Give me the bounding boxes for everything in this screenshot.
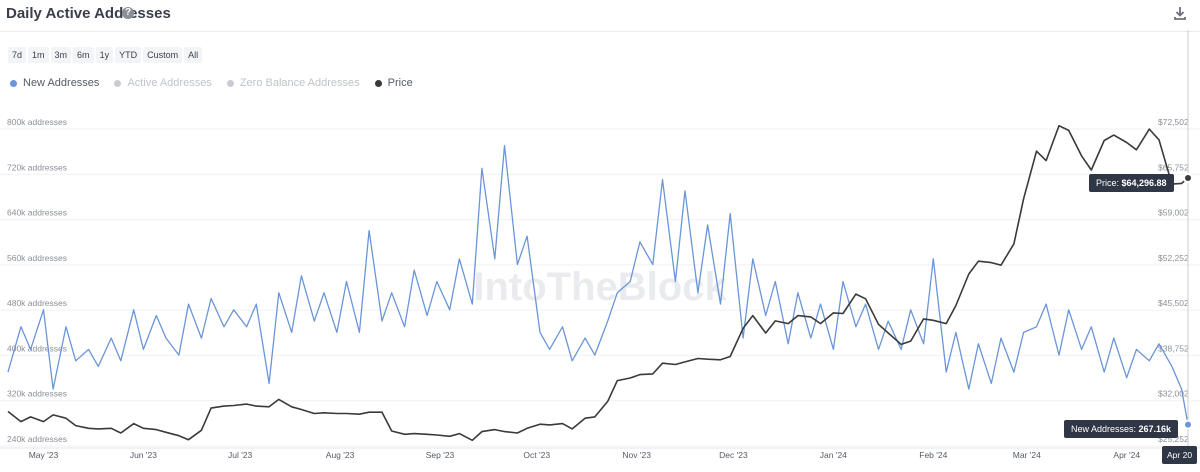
chart-legend: New Addresses Active Addresses Zero Bala…: [10, 77, 413, 89]
new-addresses-tooltip-value: 267.16k: [1138, 424, 1172, 434]
range-1m-button[interactable]: 1m: [28, 47, 49, 63]
range-custom-button[interactable]: Custom: [143, 47, 183, 63]
left-tick-label: 320k addresses: [7, 389, 67, 399]
time-range-selector: 7d 1m 3m 6m 1y YTD Custom All: [8, 47, 203, 63]
x-tick-label: Oct '23: [523, 450, 550, 460]
left-tick-label: 720k addresses: [7, 162, 67, 172]
chart-series: [7, 124, 1189, 442]
left-tick-label: 640k addresses: [7, 208, 67, 218]
right-tick-label: $25,252: [1158, 434, 1189, 444]
legend-label: Active Addresses: [127, 77, 212, 89]
price-tooltip: Price: $64,296.88: [1089, 174, 1174, 192]
right-tick-label: $59,002: [1158, 208, 1189, 218]
legend-dot-new-addresses: [10, 79, 17, 87]
right-axis: $72,502 $65,752 $59,002 $52,252 $45,502 $38,7…: [1158, 117, 1189, 444]
x-tick-label: Sep '23: [426, 450, 455, 460]
x-tick-label: Dec '23: [719, 450, 748, 460]
new-addresses-tooltip: New Addresses: 267.16k: [1064, 420, 1179, 438]
header-divider: [0, 31, 1200, 32]
x-tick-label: Nov '23: [622, 450, 651, 460]
x-tick-label: Feb '24: [919, 450, 947, 460]
help-icon[interactable]: ?: [122, 7, 134, 19]
x-tick-label: Aug '23: [326, 450, 355, 460]
range-6m-button[interactable]: 6m: [73, 47, 94, 63]
right-tick-label: $45,502: [1158, 298, 1189, 308]
price-line: [7, 124, 1189, 442]
right-tick-label: $52,252: [1158, 253, 1189, 263]
left-tick-label: 240k addresses: [7, 434, 67, 444]
right-tick-label: $65,752: [1158, 162, 1189, 172]
download-icon[interactable]: [1172, 5, 1188, 21]
left-tick-label: 560k addresses: [7, 253, 67, 263]
x-tick-label: Jun '23: [130, 450, 157, 460]
watermark: IntoTheBlock: [473, 265, 727, 309]
legend-label: New Addresses: [23, 77, 100, 89]
left-axis: 800k addresses 720k addresses 640k address…: [7, 117, 67, 444]
new-addresses-tooltip-label: New Addresses:: [1071, 424, 1139, 434]
legend-label: Price: [387, 77, 413, 89]
x-tick-label: Jul '23: [228, 450, 253, 460]
legend-dot-active-addresses: [114, 79, 122, 87]
right-tick-label: $72,502: [1158, 117, 1189, 127]
chart-markers: [1183, 30, 1193, 450]
legend-item-active-addresses[interactable]: Active Addresses: [114, 77, 212, 89]
left-tick-label: 480k addresses: [7, 298, 67, 308]
x-tick-label: Jan '24: [820, 450, 847, 460]
range-1y-button[interactable]: 1y: [95, 47, 114, 63]
range-3m-button[interactable]: 3m: [50, 47, 72, 63]
x-axis: May '23 Jun '23 Jul '23 Aug '23 Sep '23 Oct '…: [29, 450, 1141, 460]
price-tooltip-label: Price:: [1096, 178, 1122, 188]
price-tooltip-value: $64,296.88: [1121, 178, 1167, 188]
range-all-button[interactable]: All: [184, 47, 203, 63]
range-7d-button[interactable]: 7d: [8, 47, 27, 63]
legend-dot-zero-balance: [226, 79, 234, 87]
legend-item-price[interactable]: Price: [374, 77, 413, 89]
x-tick-label: May '23: [29, 450, 59, 460]
new-addresses-line: [7, 144, 1189, 425]
x-tick-label: Mar '24: [1013, 450, 1041, 460]
crosshair-date-label: Apr 20: [1162, 446, 1198, 464]
x-tick-label: Apr '24: [1113, 450, 1140, 460]
left-tick-label: 400k addresses: [7, 343, 67, 353]
legend-label: Zero Balance Addresses: [239, 77, 360, 89]
range-ytd-button[interactable]: YTD: [115, 47, 142, 63]
legend-dot-price: [374, 79, 382, 87]
new-addresses-marker: [1183, 419, 1193, 430]
right-tick-label: $38,752: [1158, 343, 1189, 353]
legend-item-zero-balance-addresses[interactable]: Zero Balance Addresses: [226, 77, 360, 89]
price-marker: [1183, 173, 1193, 184]
legend-item-new-addresses[interactable]: New Addresses: [10, 77, 99, 89]
right-tick-label: $32,002: [1158, 389, 1189, 399]
left-tick-label: 800k addresses: [7, 117, 67, 127]
